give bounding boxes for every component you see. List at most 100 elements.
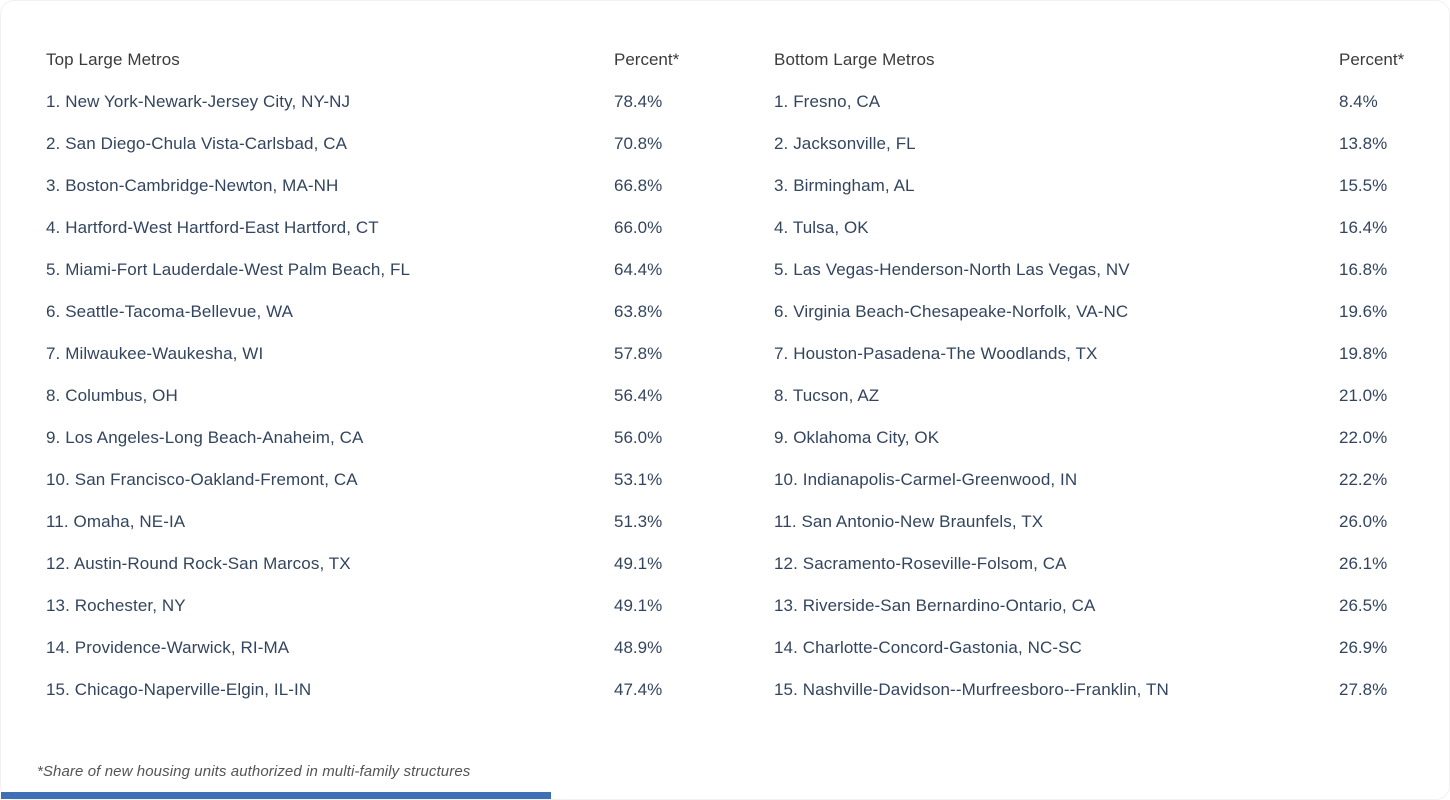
percent-value: 64.4% xyxy=(614,260,663,279)
table-row: 1. New York-Newark-Jersey City, NY-NJ 78… xyxy=(46,81,714,123)
metro-label: 10. Indianapolis-Carmel-Greenwood, IN xyxy=(774,470,1078,489)
metro-label: 13. Riverside-San Bernardino-Ontario, CA xyxy=(774,596,1096,615)
table-row: 8. Columbus, OH 56.4% xyxy=(46,375,714,417)
table-row: 12. Austin-Round Rock-San Marcos, TX 49.… xyxy=(46,543,714,585)
table-row: 6. Virginia Beach-Chesapeake-Norfolk, VA… xyxy=(774,291,1434,333)
table-row: 14. Charlotte-Concord-Gastonia, NC-SC 26… xyxy=(774,627,1434,669)
percent-value: 57.8% xyxy=(614,344,663,363)
bottom-bar xyxy=(1,792,551,799)
percent-value: 53.1% xyxy=(614,470,663,489)
metro-label: 4. Hartford-West Hartford-East Hartford,… xyxy=(46,218,379,237)
percent-value: 26.0% xyxy=(1339,512,1388,531)
metro-label: 1. Fresno, CA xyxy=(774,92,881,111)
percent-value: 70.8% xyxy=(614,134,663,153)
table-row: 6. Seattle-Tacoma-Bellevue, WA 63.8% xyxy=(46,291,714,333)
metro-label: 2. San Diego-Chula Vista-Carlsbad, CA xyxy=(46,134,348,153)
table-row: 10. San Francisco-Oakland-Fremont, CA 53… xyxy=(46,459,714,501)
percent-value: 19.8% xyxy=(1339,344,1388,363)
table-row: 9. Oklahoma City, OK 22.0% xyxy=(774,417,1434,459)
table-row: 14. Providence-Warwick, RI-MA 48.9% xyxy=(46,627,714,669)
table-row: 15. Chicago-Naperville-Elgin, IL-IN 47.4… xyxy=(46,669,714,711)
percent-value: 16.8% xyxy=(1339,260,1388,279)
percent-value: 56.0% xyxy=(614,428,663,447)
percent-value: 8.4% xyxy=(1339,92,1378,111)
table-row: 11. San Antonio-New Braunfels, TX 26.0% xyxy=(774,501,1434,543)
table-header-row: Top Large Metros Percent* xyxy=(46,39,714,81)
metro-label: 12. Austin-Round Rock-San Marcos, TX xyxy=(46,554,351,573)
metro-label: 10. San Francisco-Oakland-Fremont, CA xyxy=(46,470,358,489)
metro-label: 15. Nashville-Davidson--Murfreesboro--Fr… xyxy=(774,680,1169,699)
percent-value: 49.1% xyxy=(614,554,663,573)
percent-value: 27.8% xyxy=(1339,680,1388,699)
table-row: 8. Tucson, AZ 21.0% xyxy=(774,375,1434,417)
table-row: 3. Birmingham, AL 15.5% xyxy=(774,165,1434,207)
percent-value: 26.1% xyxy=(1339,554,1388,573)
table-row: 9. Los Angeles-Long Beach-Anaheim, CA 56… xyxy=(46,417,714,459)
metro-label: 3. Boston-Cambridge-Newton, MA-NH xyxy=(46,176,339,195)
metro-label: 13. Rochester, NY xyxy=(46,596,186,615)
table-row: 4. Hartford-West Hartford-East Hartford,… xyxy=(46,207,714,249)
table-body: 1. Fresno, CA 8.4% 2. Jacksonville, FL 1… xyxy=(774,81,1434,711)
table-row: 11. Omaha, NE-IA 51.3% xyxy=(46,501,714,543)
metro-label: 9. Oklahoma City, OK xyxy=(774,428,940,447)
percent-value: 15.5% xyxy=(1339,176,1388,195)
table-row: 10. Indianapolis-Carmel-Greenwood, IN 22… xyxy=(774,459,1434,501)
percent-value: 16.4% xyxy=(1339,218,1388,237)
metro-label: 11. Omaha, NE-IA xyxy=(46,512,186,531)
table-row: 3. Boston-Cambridge-Newton, MA-NH 66.8% xyxy=(46,165,714,207)
table-row: 13. Riverside-San Bernardino-Ontario, CA… xyxy=(774,585,1434,627)
metro-label: 11. San Antonio-New Braunfels, TX xyxy=(774,512,1044,531)
percent-column-header: Percent* xyxy=(614,50,680,69)
percent-value: 66.8% xyxy=(614,176,663,195)
percent-value: 49.1% xyxy=(614,596,663,615)
table-row: 5. Miami-Fort Lauderdale-West Palm Beach… xyxy=(46,249,714,291)
metro-label: 9. Los Angeles-Long Beach-Anaheim, CA xyxy=(46,428,364,447)
table-body: 1. New York-Newark-Jersey City, NY-NJ 78… xyxy=(46,81,714,711)
metro-label: 2. Jacksonville, FL xyxy=(774,134,916,153)
table-row: 7. Houston-Pasadena-The Woodlands, TX 19… xyxy=(774,333,1434,375)
metro-label: 6. Virginia Beach-Chesapeake-Norfolk, VA… xyxy=(774,302,1129,321)
percent-value: 22.2% xyxy=(1339,470,1388,489)
table-row: 15. Nashville-Davidson--Murfreesboro--Fr… xyxy=(774,669,1434,711)
table-title: Top Large Metros xyxy=(46,50,180,69)
table-row: 13. Rochester, NY 49.1% xyxy=(46,585,714,627)
metro-label: 8. Tucson, AZ xyxy=(774,386,880,405)
table-row: 7. Milwaukee-Waukesha, WI 57.8% xyxy=(46,333,714,375)
percent-value: 47.4% xyxy=(614,680,663,699)
table-row: 12. Sacramento-Roseville-Folsom, CA 26.1… xyxy=(774,543,1434,585)
table-row: 2. Jacksonville, FL 13.8% xyxy=(774,123,1434,165)
percent-value: 26.9% xyxy=(1339,638,1388,657)
table-row: 1. Fresno, CA 8.4% xyxy=(774,81,1434,123)
metro-label: 7. Milwaukee-Waukesha, WI xyxy=(46,344,264,363)
metro-label: 8. Columbus, OH xyxy=(46,386,178,405)
metro-label: 5. Miami-Fort Lauderdale-West Palm Beach… xyxy=(46,260,411,279)
percent-value: 26.5% xyxy=(1339,596,1388,615)
percent-value: 21.0% xyxy=(1339,386,1388,405)
top-metros-table: Top Large Metros Percent* 1. New York-Ne… xyxy=(46,39,714,711)
table-row: 4. Tulsa, OK 16.4% xyxy=(774,207,1434,249)
percent-value: 19.6% xyxy=(1339,302,1388,321)
percent-column-header: Percent* xyxy=(1339,50,1405,69)
metro-label: 14. Providence-Warwick, RI-MA xyxy=(46,638,290,657)
bottom-metros-table: Bottom Large Metros Percent* 1. Fresno, … xyxy=(774,39,1434,711)
percent-value: 78.4% xyxy=(614,92,663,111)
table-row: 2. San Diego-Chula Vista-Carlsbad, CA 70… xyxy=(46,123,714,165)
percent-value: 22.0% xyxy=(1339,428,1388,447)
metro-label: 14. Charlotte-Concord-Gastonia, NC-SC xyxy=(774,638,1082,657)
metro-label: 7. Houston-Pasadena-The Woodlands, TX xyxy=(774,344,1098,363)
percent-value: 56.4% xyxy=(614,386,663,405)
percent-value: 51.3% xyxy=(614,512,663,531)
metro-label: 1. New York-Newark-Jersey City, NY-NJ xyxy=(46,92,351,111)
table-title: Bottom Large Metros xyxy=(774,50,935,69)
metro-label: 5. Las Vegas-Henderson-North Las Vegas, … xyxy=(774,260,1130,279)
table-header-row: Bottom Large Metros Percent* xyxy=(774,39,1434,81)
metro-label: 3. Birmingham, AL xyxy=(774,176,915,195)
metro-label: 6. Seattle-Tacoma-Bellevue, WA xyxy=(46,302,294,321)
percent-value: 63.8% xyxy=(614,302,663,321)
table-row: 5. Las Vegas-Henderson-North Las Vegas, … xyxy=(774,249,1434,291)
metro-label: 12. Sacramento-Roseville-Folsom, CA xyxy=(774,554,1067,573)
footnote: *Share of new housing units authorized i… xyxy=(37,762,471,780)
percent-value: 66.0% xyxy=(614,218,663,237)
metro-label: 15. Chicago-Naperville-Elgin, IL-IN xyxy=(46,680,312,699)
